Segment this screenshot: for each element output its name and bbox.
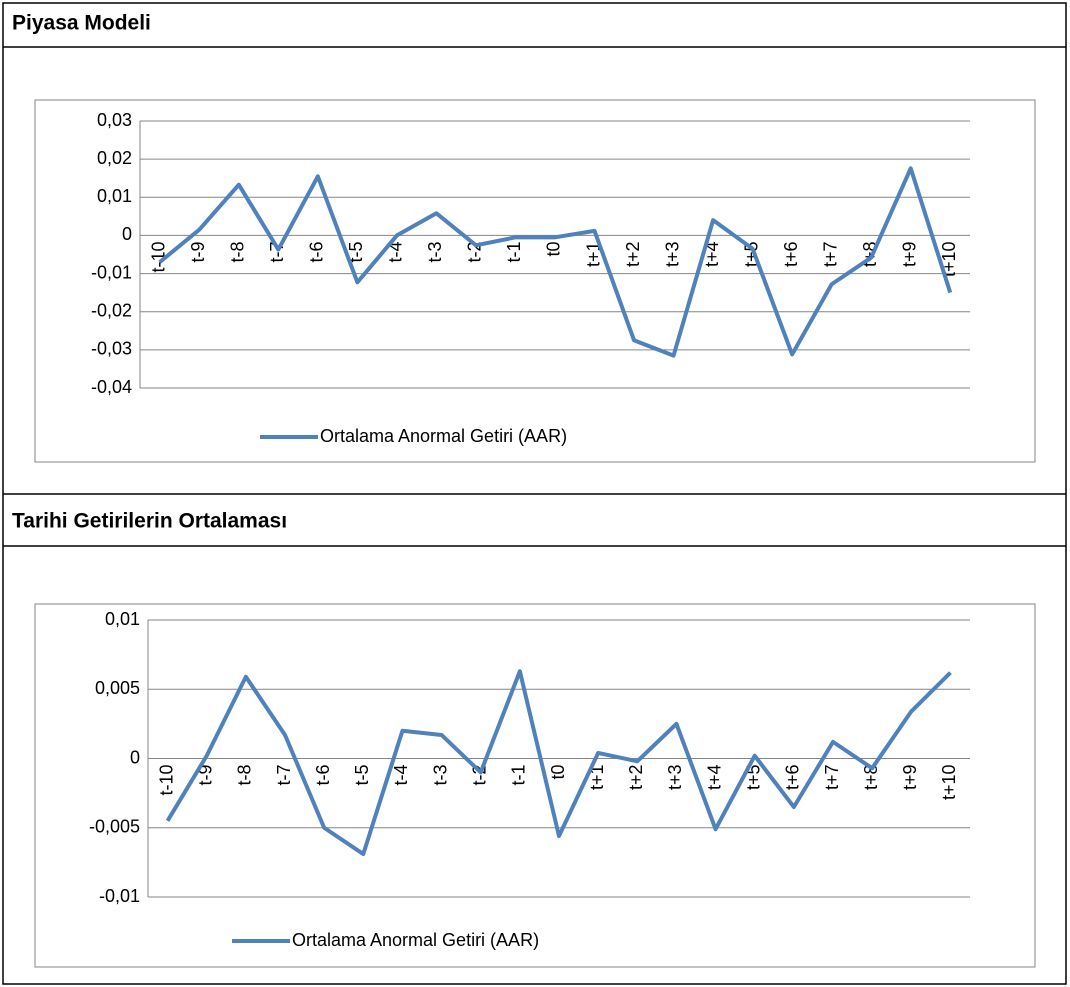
- y-tick-label: -0,04: [91, 377, 132, 397]
- legend-label: Ortalama Anormal Getiri (AAR): [292, 930, 539, 950]
- x-tick-label: t-10: [156, 765, 176, 796]
- y-tick-label: -0,03: [91, 339, 132, 359]
- data-line: [158, 166, 953, 358]
- x-tick-label: t+2: [626, 765, 646, 791]
- x-tick-label: t+1: [583, 241, 603, 267]
- x-tick-label: t+10: [939, 765, 959, 801]
- y-tick-label: 0,02: [97, 148, 132, 168]
- x-tick-label: t-1: [509, 765, 529, 786]
- x-tick-label: t+2: [623, 241, 643, 267]
- x-tick-label: t-1: [504, 241, 524, 262]
- x-tick-label: t-3: [430, 765, 450, 786]
- x-tick-label: t-6: [307, 241, 327, 262]
- x-tick-label: t+9: [899, 241, 919, 267]
- x-tick-label: t-4: [391, 765, 411, 786]
- y-tick-label: -0,02: [91, 300, 132, 320]
- x-tick-label: t-4: [386, 241, 406, 262]
- x-tick-label: t+8: [861, 765, 881, 791]
- y-tick-label: 0,03: [97, 110, 132, 130]
- x-tick-label: t-8: [235, 765, 255, 786]
- y-tick-label: -0,005: [89, 817, 140, 837]
- x-tick-label: t-6: [313, 765, 333, 786]
- x-tick-label: t+7: [822, 765, 842, 791]
- y-tick-label: -0,01: [99, 886, 140, 906]
- x-tick-label: t+3: [662, 241, 682, 267]
- y-tick-label: 0: [122, 224, 132, 244]
- section-title: Piyasa Modeli: [12, 12, 151, 35]
- x-tick-label: t-2: [465, 241, 485, 262]
- data-line: [165, 669, 952, 857]
- x-tick-label: t-8: [228, 241, 248, 262]
- x-tick-label: t-5: [352, 765, 372, 786]
- legend-label: Ortalama Anormal Getiri (AAR): [320, 426, 567, 446]
- x-tick-label: t0: [544, 241, 564, 256]
- x-tick-label: t-5: [346, 241, 366, 262]
- x-tick-label: t-3: [425, 241, 445, 262]
- x-tick-label: t+6: [783, 765, 803, 791]
- chart-frame: [34, 603, 1036, 968]
- x-tick-label: t+9: [900, 765, 920, 791]
- chart-frame: [34, 99, 1036, 463]
- x-tick-label: t+6: [781, 241, 801, 267]
- x-tick-label: t+3: [665, 765, 685, 791]
- y-tick-label: 0: [130, 747, 140, 767]
- x-tick-label: t+4: [704, 765, 724, 791]
- x-tick-label: t-10: [149, 241, 169, 272]
- x-tick-label: t-7: [274, 765, 294, 786]
- section-title: Tarihi Getirilerin Ortalaması: [12, 510, 287, 533]
- y-tick-label: 0,005: [95, 678, 140, 698]
- y-tick-label: 0,01: [105, 609, 140, 629]
- y-tick-label: -0,01: [91, 262, 132, 282]
- y-tick-label: 0,01: [97, 186, 132, 206]
- x-tick-label: t+7: [820, 241, 840, 267]
- x-tick-label: t0: [548, 765, 568, 780]
- x-tick-label: t-2: [469, 765, 489, 786]
- x-tick-label: t-9: [188, 241, 208, 262]
